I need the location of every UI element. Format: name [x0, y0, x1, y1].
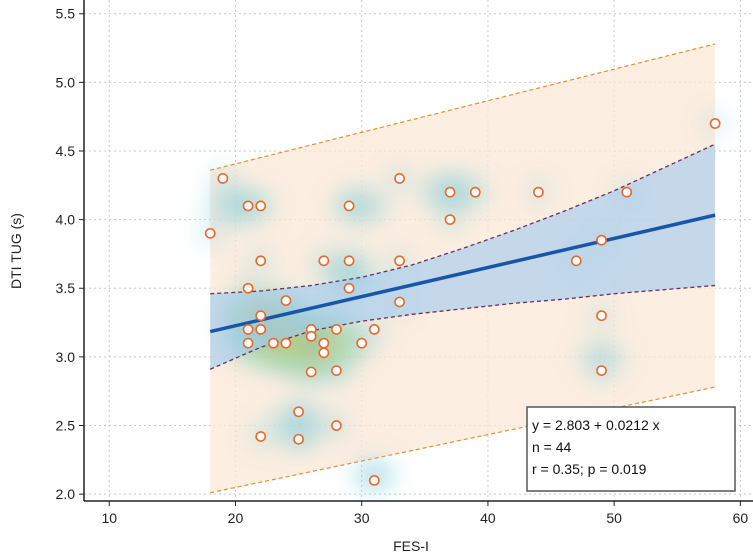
data-points — [204, 118, 721, 486]
stats-box: y = 2.803 + 0.0212 x n = 44 r = 0.35; p … — [526, 406, 736, 492]
y-tick-label: 3.5 — [56, 280, 76, 296]
data-point — [709, 118, 721, 129]
data-point — [331, 365, 342, 377]
tick-labels: 10 20 30 40 50 60 2.0 2.5 3.0 3.5 4.0 4.5 5.0 5.5 — [56, 6, 749, 526]
data-point — [280, 295, 292, 306]
data-point — [596, 234, 607, 246]
data-point — [305, 366, 317, 378]
data-point — [343, 200, 355, 212]
data-point — [368, 324, 380, 335]
y-tick-label: 4.0 — [56, 212, 76, 228]
regression-line-path — [209, 213, 716, 334]
data-point — [204, 227, 216, 239]
data-point — [444, 186, 456, 198]
data-point — [318, 347, 330, 359]
data-point — [242, 324, 254, 335]
stats-r-p: r = 0.35; p = 0.019 — [532, 461, 647, 477]
data-point — [343, 255, 355, 267]
data-point — [305, 330, 317, 342]
data-point — [242, 337, 254, 349]
prediction-upper-line — [210, 43, 716, 171]
confidence-lower-line — [209, 284, 716, 370]
data-point — [533, 186, 544, 198]
confidence-band-fill — [210, 144, 716, 370]
y-tick-label: 5.0 — [56, 74, 76, 90]
data-point — [318, 255, 330, 267]
data-point — [217, 173, 229, 184]
data-point — [343, 282, 355, 294]
regression-line — [209, 213, 716, 334]
data-point — [596, 365, 607, 377]
confidence-upper-line — [210, 143, 716, 295]
data-point — [331, 420, 342, 431]
data-point — [570, 255, 582, 267]
data-point — [255, 310, 267, 322]
data-point — [331, 324, 342, 335]
stats-equation: y = 2.803 + 0.0212 x — [532, 417, 660, 433]
data-point — [293, 433, 304, 445]
y-tick-label: 2.5 — [56, 418, 76, 434]
data-point — [318, 337, 330, 349]
x-tick-label: 10 — [101, 510, 117, 526]
y-axis-label: DTI TUG (s) — [8, 213, 24, 289]
data-point — [255, 255, 267, 267]
data-point — [596, 310, 607, 322]
data-point — [444, 214, 456, 226]
data-point — [267, 337, 279, 349]
data-point — [394, 173, 405, 184]
data-point — [255, 324, 267, 335]
x-tick-label: 20 — [228, 510, 244, 526]
stats-n: n = 44 — [532, 439, 572, 455]
y-tick-label: 4.5 — [56, 143, 76, 159]
x-tick-label: 40 — [480, 510, 496, 526]
confidence-band — [209, 143, 716, 370]
data-point — [368, 475, 380, 486]
axes — [83, 0, 753, 502]
x-tick-label: 30 — [354, 510, 370, 526]
data-point — [255, 200, 267, 212]
data-point — [242, 282, 254, 294]
x-axis-label: FES-I — [393, 538, 429, 554]
prediction-lower-line — [210, 386, 716, 494]
x-tick-label: 50 — [606, 510, 622, 526]
y-tick-label: 5.5 — [56, 6, 76, 22]
y-tick-label: 2.0 — [56, 486, 76, 502]
x-tick-label: 60 — [733, 510, 749, 526]
data-point — [469, 186, 481, 198]
data-point — [293, 406, 304, 418]
data-point — [394, 296, 405, 308]
data-point — [280, 337, 292, 349]
data-point — [356, 337, 368, 349]
data-point — [621, 186, 633, 198]
data-point — [242, 200, 254, 212]
y-tick-label: 3.0 — [56, 349, 76, 365]
data-point — [255, 431, 267, 442]
data-point — [394, 255, 405, 267]
